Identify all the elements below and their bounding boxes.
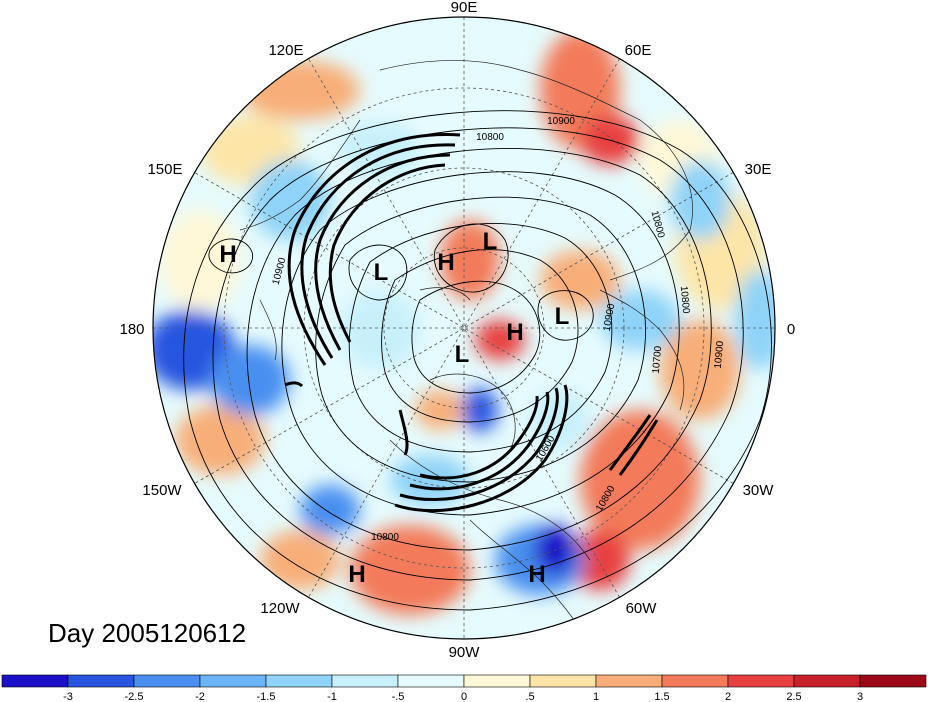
colorbar-tick-label: 1.5 — [654, 691, 669, 702]
coastlines — [239, 60, 693, 631]
pressure-center-l: L — [374, 259, 389, 286]
pressure-center-l: L — [455, 341, 470, 368]
lon-label-90w: 90W — [449, 644, 481, 661]
colorbar-tick-label: -1 — [327, 691, 337, 702]
lon-label-60w: 60W — [626, 600, 658, 617]
contour-label: 10800 — [371, 532, 399, 543]
colorbar-tick-label: .5 — [525, 691, 534, 702]
pressure-center-h: H — [437, 249, 454, 276]
colorbar-swatch — [133, 674, 201, 688]
lon-label-30e: 30E — [745, 161, 772, 178]
colorbar-swatch — [1, 674, 69, 688]
colorbar-tick-label: 2 — [725, 691, 731, 702]
pressure-center-l: L — [483, 228, 498, 255]
pressure-center-h: H — [528, 561, 545, 588]
colorbar-tick-label: 1 — [593, 691, 599, 702]
pressure-centers: H L H L H L L H H — [219, 228, 569, 588]
colorbar-swatch — [331, 674, 399, 688]
colorbar-tick-label: 2.5 — [786, 691, 801, 702]
anomaly-field — [153, 17, 775, 639]
colorbar-swatch — [463, 674, 531, 688]
graticule — [153, 17, 775, 639]
colorbar-swatch — [199, 674, 267, 688]
lon-label-120w: 120W — [260, 600, 300, 617]
colorbar: -3 -2.5 -2 -1.5 -1 -.5 0 .5 1 1.5 2 2.5 3 — [1, 674, 927, 702]
map-title: Day 2005120612 — [48, 618, 247, 648]
colorbar-swatch — [727, 674, 795, 688]
colorbar-swatch — [859, 674, 927, 688]
colorbar-tick-label: -1.5 — [257, 691, 276, 702]
lon-label-120e: 120E — [268, 42, 303, 59]
colorbar-tick-label: -2 — [195, 691, 205, 702]
lon-label-150w: 150W — [142, 482, 182, 499]
colorbar-swatch — [67, 674, 135, 688]
colorbar-swatch — [529, 674, 597, 688]
pressure-center-h: H — [219, 241, 236, 268]
contour-label: 10800 — [476, 132, 504, 143]
pressure-center-l: L — [555, 303, 570, 330]
lon-label-60e: 60E — [625, 42, 652, 59]
lon-label-0: 0 — [787, 321, 795, 338]
pressure-center-h: H — [348, 561, 365, 588]
lon-label-150e: 150E — [147, 161, 182, 178]
colorbar-swatch — [661, 674, 729, 688]
colorbar-ticks: -3 -2.5 -2 -1.5 -1 -.5 0 .5 1 1.5 2 2.5 3 — [63, 691, 863, 702]
map-boundary — [152, 16, 776, 640]
lon-label-30w: 30W — [743, 482, 775, 499]
colorbar-tick-label: 0 — [461, 691, 467, 702]
lon-label-180: 180 — [119, 321, 144, 338]
colorbar-tick-label: 3 — [857, 691, 863, 702]
longitude-labels: 90E 60E 30E 0 30W 60W 90W 120W 150W 180 … — [119, 0, 795, 661]
colorbar-swatch — [397, 674, 465, 688]
pressure-center-h: H — [506, 319, 523, 346]
lon-label-90e: 90E — [451, 0, 478, 16]
colorbar-swatches — [1, 674, 927, 688]
contour-label: 10900 — [713, 340, 726, 369]
colorbar-swatch — [793, 674, 861, 688]
colorbar-tick-label: -3 — [63, 691, 73, 702]
colorbar-tick-label: -2.5 — [125, 691, 144, 702]
contour-label: 10700 — [651, 345, 664, 374]
colorbar-swatch — [265, 674, 333, 688]
contour-label: 10900 — [602, 302, 618, 332]
colorbar-swatch — [595, 674, 663, 688]
contour-label: 10900 — [547, 116, 575, 127]
colorbar-tick-label: -.5 — [392, 691, 405, 702]
jet-contours — [284, 133, 659, 513]
polar-stereographic-map: 90E 60E 30E 0 30W 60W 90W 120W 150W 180 … — [119, 0, 795, 661]
contour-label: 10800 — [678, 285, 691, 314]
